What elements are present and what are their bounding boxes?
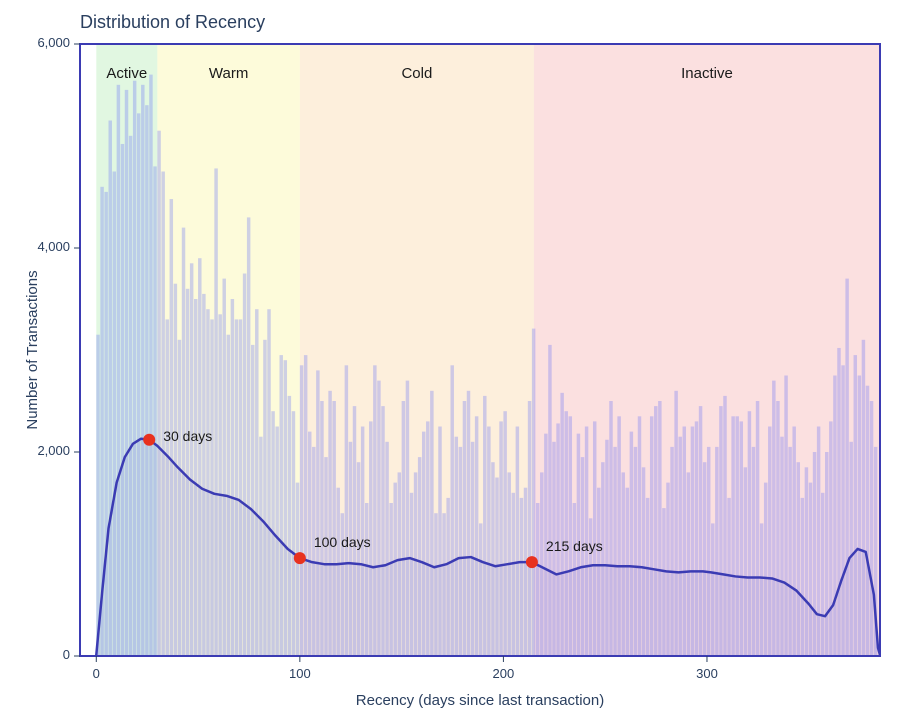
threshold-marker: [526, 556, 538, 568]
threshold-label: 100 days: [314, 534, 371, 550]
y-tick-label: 4,000: [37, 239, 70, 254]
y-axis-label: Number of Transactions: [24, 44, 41, 656]
band-label-inactive: Inactive: [647, 65, 767, 82]
plot-area: [0, 0, 900, 723]
y-tick-label: 2,000: [37, 443, 70, 458]
x-tick-label: 0: [81, 666, 111, 681]
band-label-cold: Cold: [357, 65, 477, 82]
x-tick-label: 100: [285, 666, 315, 681]
y-tick-label: 0: [63, 647, 70, 662]
threshold-marker: [294, 552, 306, 564]
y-tick-label: 6,000: [37, 35, 70, 50]
x-tick-label: 200: [488, 666, 518, 681]
hist-bar: [96, 335, 99, 656]
band-label-warm: Warm: [169, 65, 289, 82]
threshold-label: 30 days: [163, 428, 212, 444]
threshold-marker: [143, 434, 155, 446]
threshold-label: 215 days: [546, 538, 603, 554]
chart-title: Distribution of Recency: [80, 12, 265, 33]
x-axis-label: Recency (days since last transaction): [80, 692, 880, 709]
x-tick-label: 300: [692, 666, 722, 681]
